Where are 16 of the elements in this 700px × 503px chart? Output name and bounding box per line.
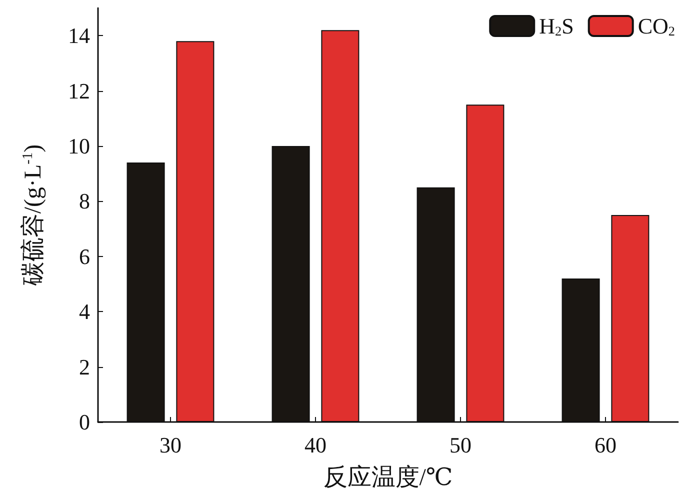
y-tick-label: 10 — [68, 134, 90, 158]
x-tick-label: 60 — [594, 432, 616, 458]
y-tick-label: 0 — [79, 410, 90, 434]
x-tick-label: 40 — [304, 432, 326, 458]
y-tick-label: 2 — [79, 354, 90, 380]
y-tick-label: 4 — [79, 299, 90, 324]
legend-label: H2S — [539, 14, 574, 38]
y-tick-label: 14 — [68, 23, 90, 48]
y-tick-label: 12 — [68, 78, 90, 104]
y-tick-label: 8 — [79, 188, 90, 214]
y-axis-title: 碳硫容/(g·L-1) — [20, 144, 47, 287]
x-tick-label: 30 — [160, 432, 182, 458]
x-axis-title: 反应温度/℃ — [323, 464, 453, 491]
y-tick-label: 6 — [79, 244, 90, 269]
legend-label: CO2 — [638, 14, 675, 38]
x-tick-label: 50 — [450, 432, 472, 458]
